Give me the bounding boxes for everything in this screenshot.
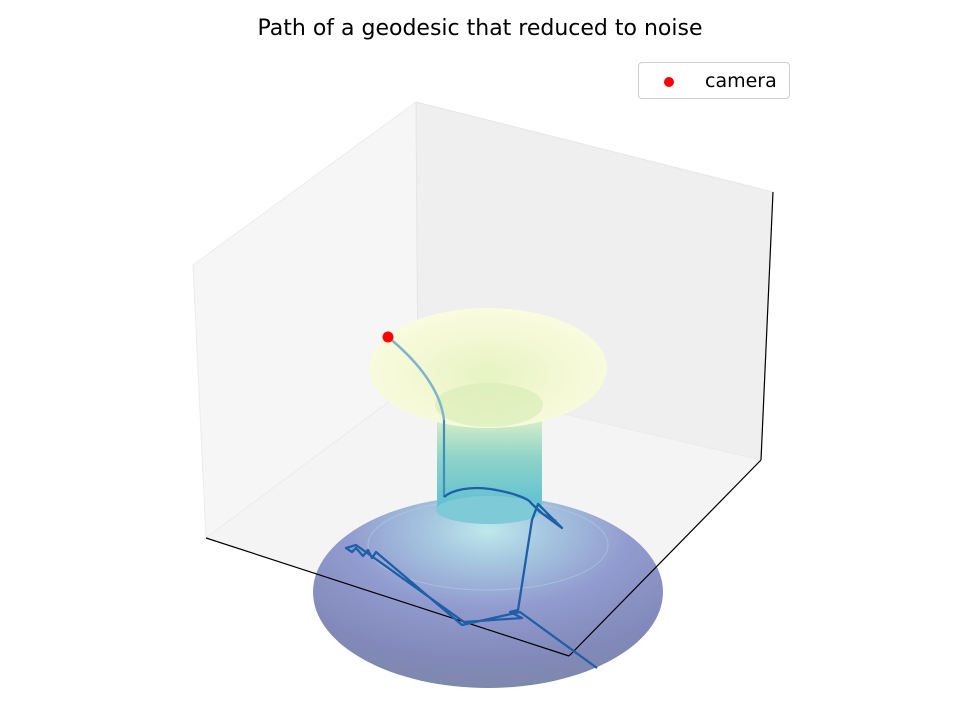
z-axis-line bbox=[760, 191, 774, 461]
camera-point bbox=[382, 331, 394, 343]
chart-title: Path of a geodesic that reduced to noise bbox=[257, 16, 703, 41]
geodesic-path-lower bbox=[344, 486, 598, 669]
surface-neck-bottom bbox=[436, 496, 542, 524]
legend: camera bbox=[638, 62, 790, 99]
surface-top bbox=[369, 308, 607, 428]
legend-marker-camera bbox=[664, 77, 674, 87]
x-axis-line bbox=[205, 537, 570, 657]
surface-neck bbox=[437, 415, 542, 510]
surface-top-throat bbox=[435, 383, 543, 427]
surface-base bbox=[313, 496, 663, 688]
legend-label-camera: camera bbox=[705, 70, 777, 92]
geodesic-path-upper bbox=[387, 336, 446, 421]
y-axis-line bbox=[568, 459, 762, 657]
